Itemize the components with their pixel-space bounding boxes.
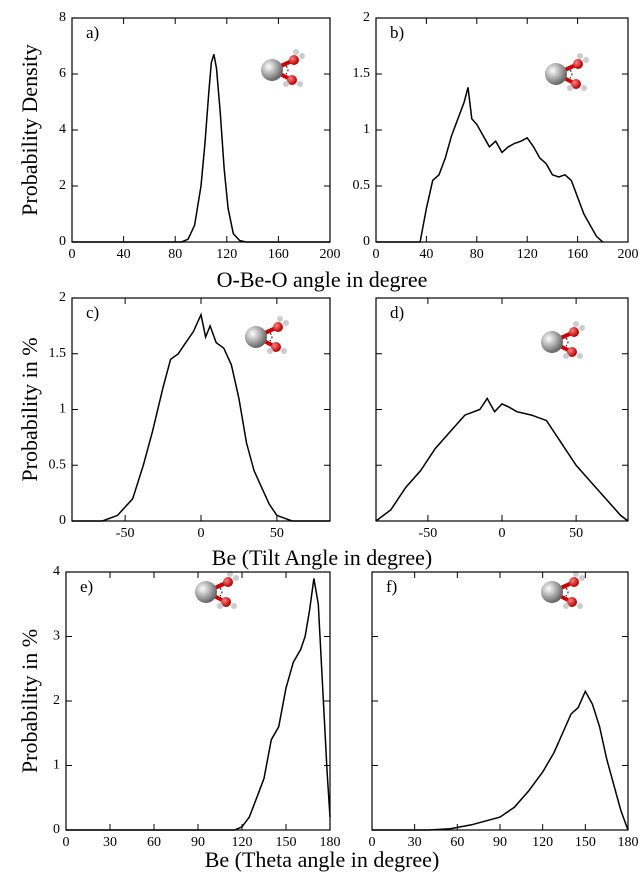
molecule-inset [243, 314, 291, 356]
curve [376, 87, 604, 243]
y-tick-label: 2 [363, 10, 370, 25]
x-axis-label: Be (Theta angle in degree) [205, 847, 440, 872]
x-tick-label: -50 [116, 526, 135, 541]
x-tick-label: 30 [408, 835, 422, 850]
curve [66, 578, 331, 831]
y-tick-label: 1 [363, 122, 370, 137]
y-tick-label: 2 [53, 693, 60, 708]
x-tick-label: 90 [191, 835, 205, 850]
molecule-inset [539, 569, 587, 611]
x-tick-label: 120 [517, 247, 538, 262]
panel-label: a) [86, 23, 99, 42]
x-tick-label: 40 [419, 247, 433, 262]
y-tick-label: 1.5 [49, 346, 67, 361]
y-tick-label: 6 [59, 66, 66, 81]
panel-label: c) [86, 303, 99, 322]
x-tick-label: 40 [117, 247, 131, 262]
plot-frame [375, 17, 629, 243]
y-tick-label: 0 [59, 513, 66, 528]
x-tick-label: 0 [63, 835, 70, 850]
x-tick-label: 0 [499, 526, 506, 541]
x-tick-label: 0 [373, 247, 380, 262]
x-tick-label: 160 [567, 247, 588, 262]
x-tick-label: 50 [270, 526, 284, 541]
y-axis-label: Probability in % [17, 337, 42, 481]
x-tick-label: 80 [470, 247, 484, 262]
curve [72, 54, 330, 243]
x-tick-label: 0 [69, 247, 76, 262]
y-tick-label: 1 [59, 402, 66, 417]
x-tick-label: 120 [232, 835, 253, 850]
x-tick-label: 150 [575, 835, 596, 850]
y-tick-label: 4 [59, 122, 66, 137]
x-axis-label: Be (Tilt Angle in degree) [212, 545, 432, 570]
x-tick-label: 50 [569, 526, 583, 541]
molecule-inset [543, 51, 591, 93]
y-tick-label: 0 [59, 234, 66, 249]
panel-label: b) [390, 23, 404, 42]
plot-frame [371, 571, 629, 831]
y-tick-label: 0 [363, 234, 370, 249]
x-tick-label: 150 [276, 835, 297, 850]
panel-label: f) [386, 577, 397, 596]
y-axis-label: Probability in % [17, 629, 42, 773]
plot-frame [65, 571, 331, 831]
y-tick-label: 4 [53, 564, 60, 579]
x-tick-label: 0 [369, 835, 376, 850]
panel-label: d) [390, 303, 404, 322]
x-tick-label: 180 [320, 835, 341, 850]
curve [372, 689, 629, 831]
y-tick-label: 2 [59, 178, 66, 193]
y-tick-label: 0.5 [353, 178, 371, 193]
molecule-inset [193, 569, 241, 611]
x-tick-label: 0 [198, 526, 205, 541]
x-tick-label: 200 [618, 247, 639, 262]
x-tick-label: 120 [216, 247, 237, 262]
molecule-inset [259, 47, 307, 89]
panel-label: e) [80, 577, 93, 596]
y-tick-label: 0.5 [49, 457, 67, 472]
y-tick-label: 8 [59, 10, 66, 25]
x-tick-label: 180 [618, 835, 639, 850]
x-tick-label: 60 [450, 835, 464, 850]
y-tick-label: 1 [53, 758, 60, 773]
curve [72, 312, 330, 522]
y-axis-label: Probability Density [17, 44, 42, 216]
y-tick-label: 1.5 [353, 66, 371, 81]
plot-frame [71, 17, 331, 243]
plot-frame [71, 297, 331, 522]
x-tick-label: 60 [147, 835, 161, 850]
x-tick-label: 120 [532, 835, 553, 850]
curve [375, 396, 629, 522]
y-tick-label: 2 [59, 290, 66, 305]
x-tick-label: 90 [493, 835, 507, 850]
molecule-inset [539, 319, 587, 361]
y-tick-label: 0 [53, 822, 60, 837]
x-axis-label: O-Be-O angle in degree [217, 267, 428, 292]
x-tick-label: 80 [168, 247, 182, 262]
plot-frame [375, 297, 629, 522]
x-tick-label: 30 [103, 835, 117, 850]
x-tick-label: 200 [320, 247, 341, 262]
x-tick-label: -50 [419, 526, 438, 541]
y-tick-label: 3 [53, 629, 60, 644]
x-tick-label: 160 [268, 247, 289, 262]
